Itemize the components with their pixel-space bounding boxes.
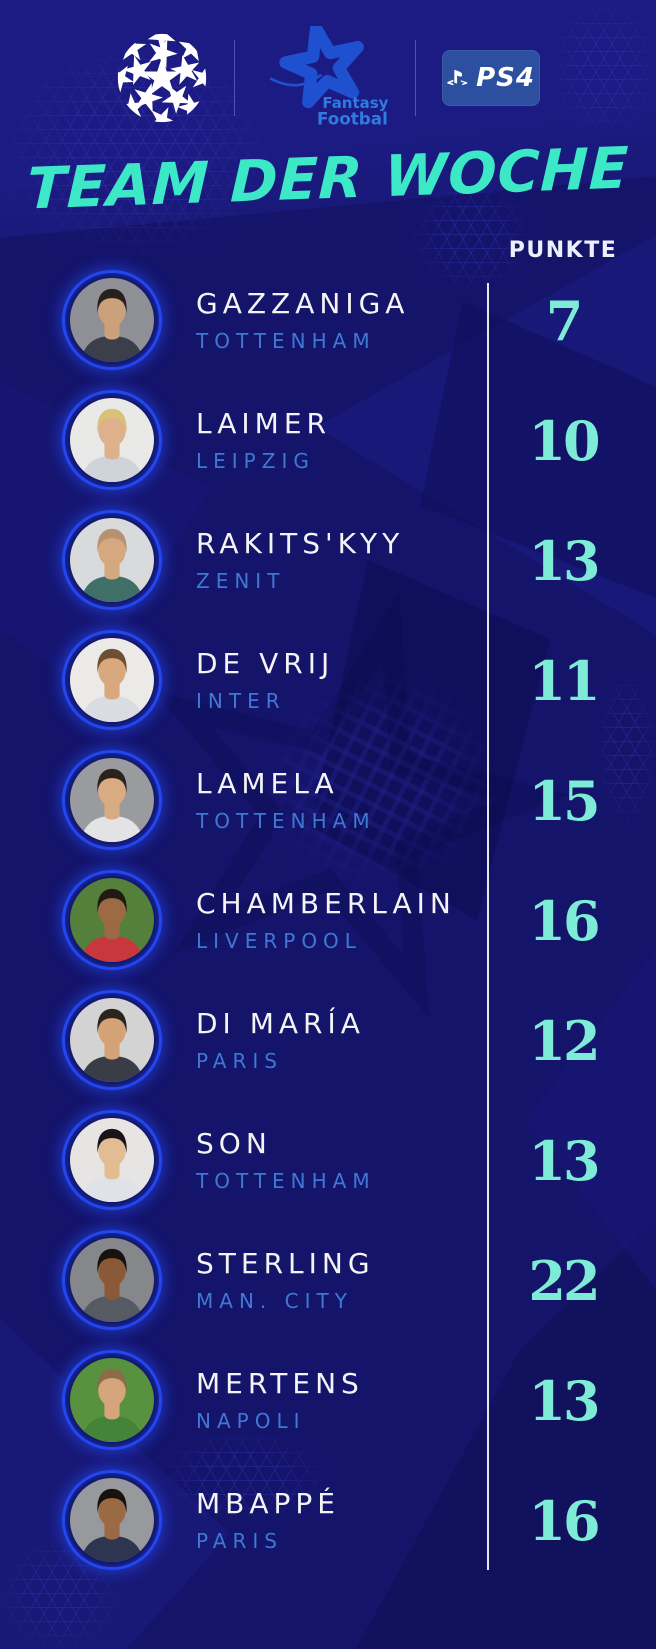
player-info: STERLING MAN. CITY bbox=[196, 1220, 481, 1340]
player-row: CHAMBERLAIN LIVERPOOL 16 bbox=[0, 860, 656, 980]
player-name: MBAPPÉ bbox=[196, 1487, 340, 1520]
player-club: LEIPZIG bbox=[196, 449, 315, 473]
player-club: TOTTENHAM bbox=[196, 1169, 376, 1193]
player-points: 12 bbox=[528, 1009, 600, 1073]
player-name: LAMELA bbox=[196, 767, 339, 800]
player-row: RAKITS'KYY ZENIT 13 bbox=[0, 500, 656, 620]
player-name: GAZZANIGA bbox=[196, 287, 410, 320]
player-row: GAZZANIGA TOTTENHAM 7 bbox=[0, 260, 656, 380]
player-info: DE VRIJ INTER bbox=[196, 620, 481, 740]
player-info: GAZZANIGA TOTTENHAM bbox=[196, 260, 481, 380]
player-photo bbox=[62, 1470, 162, 1570]
player-club: ZENIT bbox=[196, 569, 286, 593]
points-divider-line bbox=[487, 283, 489, 1570]
player-club: PARIS bbox=[196, 1529, 283, 1553]
player-row: LAIMER LEIPZIG 10 bbox=[0, 380, 656, 500]
player-photo bbox=[62, 1350, 162, 1450]
header-divider bbox=[415, 40, 416, 116]
player-photo bbox=[62, 390, 162, 490]
player-points: 16 bbox=[528, 1489, 600, 1553]
player-name: RAKITS'KYY bbox=[196, 527, 405, 560]
player-points: 22 bbox=[528, 1249, 600, 1313]
player-points: 15 bbox=[528, 769, 600, 833]
player-photo-illustration bbox=[70, 758, 154, 842]
player-club: PARIS bbox=[196, 1049, 283, 1073]
player-club: TOTTENHAM bbox=[196, 809, 376, 833]
player-photo bbox=[62, 750, 162, 850]
player-name: MERTENS bbox=[196, 1367, 364, 1400]
player-info: LAMELA TOTTENHAM bbox=[196, 740, 481, 860]
player-info: LAIMER LEIPZIG bbox=[196, 380, 481, 500]
player-photo-illustration bbox=[70, 518, 154, 602]
player-photo-illustration bbox=[70, 1118, 154, 1202]
player-points: 10 bbox=[528, 409, 600, 473]
player-club: TOTTENHAM bbox=[196, 329, 376, 353]
player-points: 7 bbox=[545, 289, 584, 353]
player-name: DE VRIJ bbox=[196, 647, 335, 680]
player-photo-illustration bbox=[70, 998, 154, 1082]
player-photo bbox=[62, 1110, 162, 1210]
fantasy-logo-line2: Football bbox=[317, 109, 389, 129]
player-photo-illustration bbox=[70, 398, 154, 482]
player-row: DE VRIJ INTER 11 bbox=[0, 620, 656, 740]
player-info: DI MARÍA PARIS bbox=[196, 980, 481, 1100]
player-club: LIVERPOOL bbox=[196, 929, 362, 953]
player-name: LAIMER bbox=[196, 407, 331, 440]
player-info: SON TOTTENHAM bbox=[196, 1100, 481, 1220]
player-info: CHAMBERLAIN LIVERPOOL bbox=[196, 860, 481, 980]
player-row: DI MARÍA PARIS 12 bbox=[0, 980, 656, 1100]
player-photo-illustration bbox=[70, 278, 154, 362]
player-photo-illustration bbox=[70, 638, 154, 722]
player-photo bbox=[62, 1230, 162, 1330]
header: Fantasy Football PS4 bbox=[0, 26, 656, 130]
player-photo bbox=[62, 870, 162, 970]
player-row: LAMELA TOTTENHAM 15 bbox=[0, 740, 656, 860]
ucl-starball-logo bbox=[117, 33, 207, 123]
player-photo bbox=[62, 510, 162, 610]
player-photo-illustration bbox=[70, 1358, 154, 1442]
player-club: NAPOLI bbox=[196, 1409, 306, 1433]
player-club: MAN. CITY bbox=[196, 1289, 353, 1313]
player-club: INTER bbox=[196, 689, 286, 713]
player-points: 13 bbox=[528, 529, 600, 593]
player-name: CHAMBERLAIN bbox=[196, 887, 456, 920]
ps4-badge: PS4 bbox=[442, 50, 540, 106]
player-name: STERLING bbox=[196, 1247, 375, 1280]
player-points: 16 bbox=[528, 889, 600, 953]
player-row: MBAPPÉ PARIS 16 bbox=[0, 1460, 656, 1580]
player-name: SON bbox=[196, 1127, 272, 1160]
player-info: MERTENS NAPOLI bbox=[196, 1340, 481, 1460]
player-photo-illustration bbox=[70, 1238, 154, 1322]
player-points: 13 bbox=[528, 1129, 600, 1193]
player-row: STERLING MAN. CITY 22 bbox=[0, 1220, 656, 1340]
player-row: SON TOTTENHAM 13 bbox=[0, 1100, 656, 1220]
player-points: 11 bbox=[528, 649, 600, 713]
player-points: 13 bbox=[528, 1369, 600, 1433]
ps4-label: PS4 bbox=[476, 63, 535, 93]
player-photo bbox=[62, 630, 162, 730]
fantasy-football-logo: Fantasy Football bbox=[269, 26, 389, 129]
player-photo bbox=[62, 270, 162, 370]
player-info: MBAPPÉ PARIS bbox=[196, 1460, 481, 1580]
page-title: TEAM DER WOCHE bbox=[25, 135, 631, 223]
player-photo bbox=[62, 990, 162, 1090]
player-row: MERTENS NAPOLI 13 bbox=[0, 1340, 656, 1460]
player-photo-illustration bbox=[70, 878, 154, 962]
player-name: DI MARÍA bbox=[196, 1007, 365, 1040]
playstation-icon bbox=[447, 69, 468, 86]
player-photo-illustration bbox=[70, 1478, 154, 1562]
player-info: RAKITS'KYY ZENIT bbox=[196, 500, 481, 620]
player-list: GAZZANIGA TOTTENHAM 7 LAIMER LEIPZIG 10 bbox=[0, 260, 656, 1580]
header-divider bbox=[234, 40, 235, 116]
